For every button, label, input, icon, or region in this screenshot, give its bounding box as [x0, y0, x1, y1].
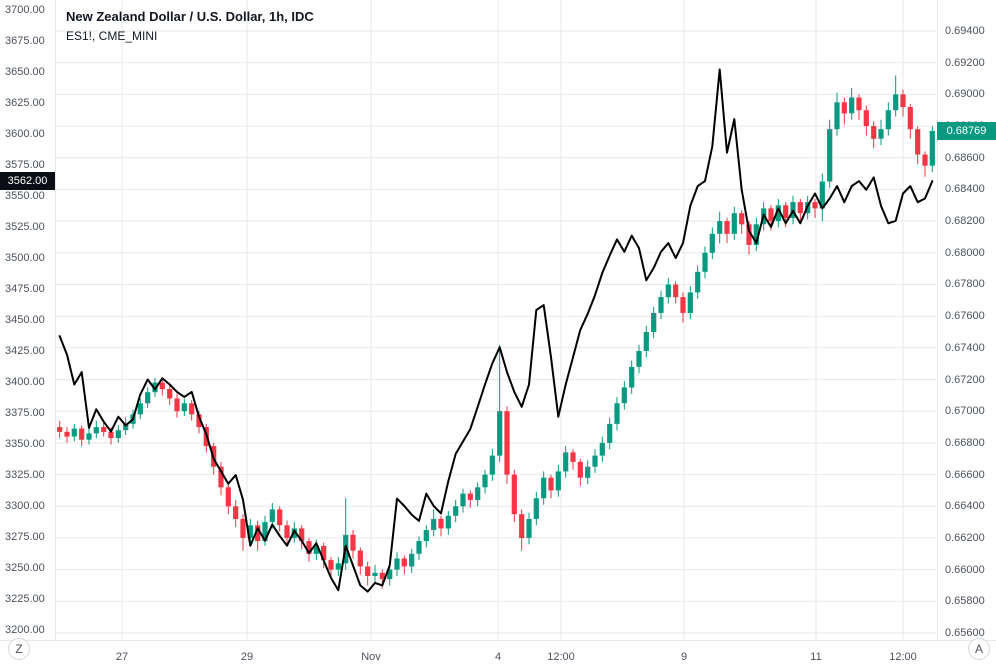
left-axis-tick: 3700.00 — [5, 4, 45, 16]
left-axis-tick: 3575.00 — [5, 159, 45, 171]
right-axis-tick: 0.67800 — [945, 278, 985, 291]
right-axis-tick: 0.68400 — [945, 183, 985, 196]
right-axis-tick: 0.65800 — [945, 595, 985, 608]
time-axis-tick: 12:00 — [889, 651, 917, 663]
right-axis-tick: 0.66600 — [945, 468, 985, 481]
price-chart-pane[interactable] — [0, 0, 996, 640]
right-axis-tick: 0.65600 — [945, 627, 985, 639]
candlestick-series — [57, 75, 935, 589]
right-axis-tick: 0.67600 — [945, 310, 985, 323]
symbol-title[interactable]: New Zealand Dollar / U.S. Dollar, 1h, ID… — [66, 9, 314, 24]
right-axis-tick: 0.69400 — [945, 25, 985, 37]
time-axis-tick: 9 — [680, 651, 688, 663]
left-axis-tick: 3350.00 — [5, 438, 45, 450]
right-axis-tick: 0.67400 — [945, 341, 985, 354]
time-axis[interactable]: 27 29 Nov 4 12:00 9 11 12:00 — [0, 640, 996, 672]
right-axis-tick: 0.66000 — [945, 563, 985, 576]
left-axis-tick: 3500.00 — [5, 252, 45, 264]
left-axis-tick: 3675.00 — [5, 35, 45, 47]
right-axis-tick: 0.68200 — [945, 215, 985, 228]
right-axis-tick: 0.69000 — [945, 88, 985, 101]
right-axis-tick: 0.68600 — [945, 151, 985, 164]
left-axis-tick: 3300.00 — [5, 500, 45, 512]
left-axis-tick: 3325.00 — [5, 469, 45, 481]
right-axis-tick: 0.67000 — [945, 405, 985, 418]
time-axis-tick: 27 — [115, 651, 129, 663]
chart-legend: New Zealand Dollar / U.S. Dollar, 1h, ID… — [66, 9, 314, 43]
time-axis-tick: 11 — [810, 651, 822, 663]
time-axis-tick: 29 — [240, 651, 254, 663]
right-axis-tick: 0.69200 — [945, 56, 985, 69]
left-axis-tick: 3200.00 — [5, 624, 45, 636]
time-axis-tick: 4 — [494, 651, 502, 663]
left-axis-tick: 3425.00 — [5, 345, 45, 357]
left-axis-tick: 3375.00 — [5, 407, 45, 419]
right-axis-tick: 0.66400 — [945, 500, 985, 513]
left-axis-tick: 3600.00 — [5, 128, 45, 140]
right-axis-tick: 0.66200 — [945, 531, 985, 544]
left-price-axis[interactable]: 3700.00 3675.00 3650.00 3625.00 3600.00 3575.… — [0, 0, 56, 640]
right-axis-tick: 0.66800 — [945, 436, 985, 449]
left-axis-tick: 3400.00 — [5, 376, 45, 388]
timezone-button[interactable]: Z — [8, 638, 30, 660]
time-axis-tick: 12:00 — [547, 651, 575, 663]
right-price-badge: 0.68769 — [937, 121, 996, 140]
left-axis-tick: 3650.00 — [5, 66, 45, 78]
autoscale-button[interactable]: A — [968, 638, 990, 660]
left-price-badge: 3562.00 — [0, 172, 55, 191]
left-axis-tick: 3450.00 — [5, 314, 45, 326]
time-axis-tick: Nov — [361, 651, 381, 663]
grid — [56, 0, 936, 640]
right-price-axis[interactable]: 0.694000.692000.690000.688000.686000.684… — [937, 0, 996, 640]
left-axis-tick: 3625.00 — [5, 97, 45, 109]
left-axis-tick: 3475.00 — [5, 283, 45, 295]
left-axis-tick: 3275.00 — [5, 531, 45, 543]
right-axis-tick: 0.67200 — [945, 373, 985, 386]
overlay-line-series — [58, 68, 934, 593]
left-axis-tick: 3250.00 — [5, 562, 45, 574]
left-axis-tick: 3225.00 — [5, 593, 45, 605]
overlay-symbol-title[interactable]: ES1!, CME_MINI — [66, 29, 158, 43]
right-axis-tick: 0.68000 — [945, 246, 985, 259]
left-axis-tick: 3525.00 — [5, 221, 45, 233]
left-axis-tick: 3550.00 — [5, 190, 45, 202]
